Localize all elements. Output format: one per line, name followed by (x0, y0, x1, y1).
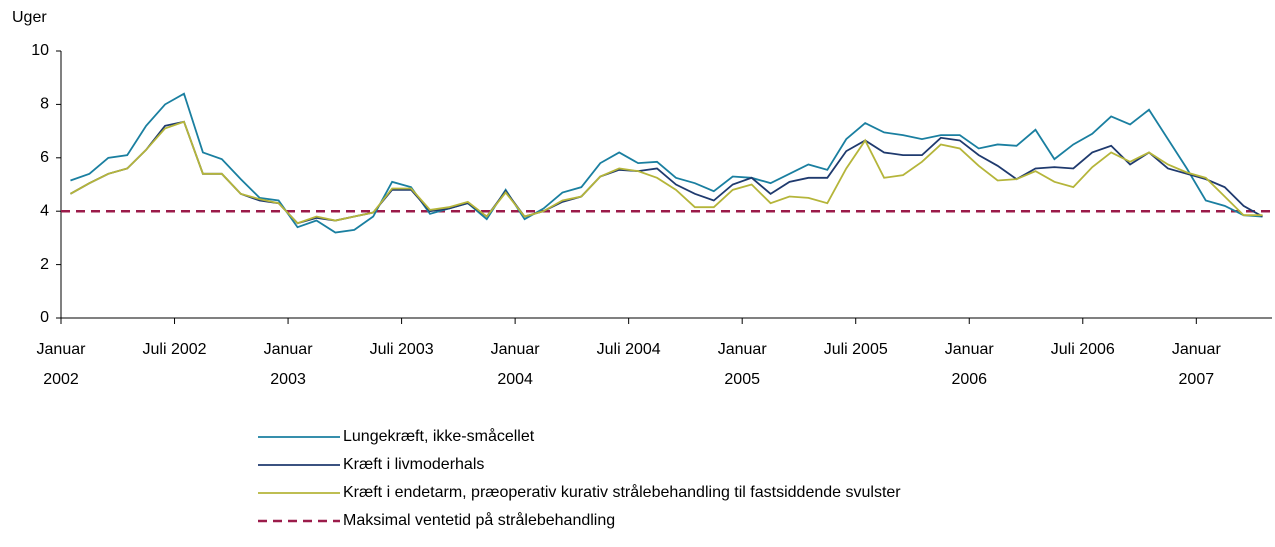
x-tick-label: Januar 2003 (264, 341, 314, 388)
y-tick-label: 2 (40, 256, 49, 273)
series-line (70, 120, 1263, 225)
y-tick-label: 10 (31, 42, 49, 59)
x-tick-label: Januar 2006 (945, 341, 995, 388)
series-line (70, 120, 1263, 225)
series-line (70, 92, 1263, 234)
x-tick-label: Juli 2003 (370, 341, 434, 358)
y-axis-label: Uger (12, 9, 47, 26)
x-tick-label: Januar 2004 (491, 341, 541, 388)
x-tick-label: Juli 2005 (824, 341, 888, 358)
x-tick-label: Januar 2002 (37, 341, 87, 388)
x-tick-label: Juli 2006 (1051, 341, 1115, 358)
legend-label: Kræft i endetarm, præoperativ kurativ st… (343, 483, 901, 501)
x-tick-label: Juli 2002 (143, 341, 207, 358)
y-tick-label: 4 (40, 202, 49, 219)
y-tick-label: 6 (40, 149, 49, 166)
legend-label: Kræft i livmoderhals (343, 456, 484, 473)
legend-label: Lungekræft, ikke-småcellet (343, 427, 535, 445)
x-tick-label: Januar 2007 (1172, 341, 1222, 388)
y-tick-label: 8 (40, 96, 49, 113)
x-tick-label: Januar 2005 (718, 341, 768, 388)
y-tick-label: 0 (40, 309, 49, 326)
legend-label: Maksimal ventetid på strålebehandling (343, 511, 615, 529)
x-tick-label: Juli 2004 (597, 341, 661, 358)
